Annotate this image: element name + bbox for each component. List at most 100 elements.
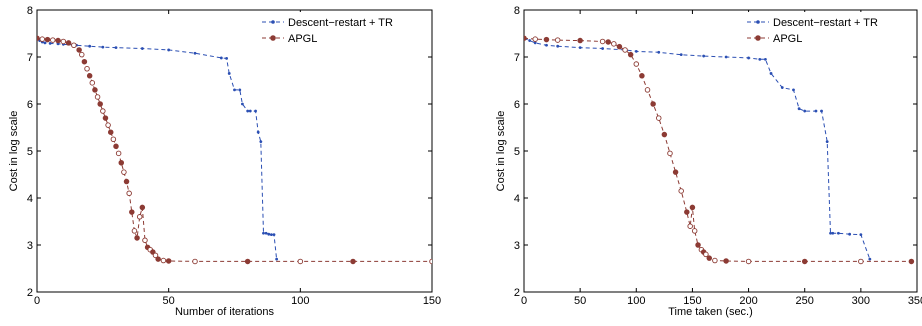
apgl-point — [712, 257, 718, 264]
descent-restart-tr-point — [803, 109, 807, 113]
descent-restart-tr-point — [254, 109, 257, 113]
apgl-point — [155, 256, 161, 262]
legend-box — [741, 12, 915, 48]
descent-restart-tr-point — [267, 232, 271, 236]
descent-restart-tr-point — [724, 55, 728, 59]
descent-restart-tr-point — [101, 45, 105, 49]
apgl-point — [599, 38, 606, 45]
descent-restart-tr-point — [114, 46, 118, 49]
apgl-point — [616, 43, 623, 50]
descent-restart-tr-point — [225, 57, 229, 60]
apgl-point — [858, 258, 864, 265]
apgl-point — [801, 258, 808, 265]
apgl-point — [192, 258, 198, 265]
apgl-point — [691, 228, 698, 234]
x-tick-label: 100 — [291, 295, 309, 307]
apgl-point — [678, 188, 684, 194]
apgl-point — [81, 58, 88, 65]
descent-restart-tr-point — [825, 140, 829, 144]
y-tick-label: 8 — [27, 5, 33, 17]
descent-restart-tr-point — [264, 231, 268, 235]
descent-restart-tr-point — [241, 102, 244, 106]
descent-restart-tr-point — [43, 41, 47, 45]
x-tick-label: 0 — [521, 295, 527, 307]
apgl-point — [37, 35, 40, 41]
x-tick-label: 350 — [908, 295, 922, 307]
descent-restart-tr-point — [256, 130, 260, 134]
apgl-point — [139, 204, 146, 211]
apgl-point — [667, 150, 673, 157]
descent-restart-tr-point — [275, 257, 279, 261]
apgl-point — [684, 209, 690, 215]
x-tick-label: 300 — [852, 295, 870, 307]
descent-restart-tr-point — [545, 43, 548, 47]
y-tick-label: 3 — [27, 240, 33, 252]
apgl-point — [689, 204, 696, 211]
y-tick-label: 5 — [514, 146, 520, 158]
legend-label: APGL — [773, 33, 802, 45]
x-tick-label: 150 — [683, 295, 701, 307]
legend: Descent−restart + TR APGL — [256, 12, 430, 48]
apgl-point — [650, 101, 656, 107]
descent-restart-tr-point — [829, 231, 832, 235]
apgl-point — [97, 101, 103, 107]
apgl-point — [639, 73, 645, 79]
y-tick-label: 4 — [514, 193, 520, 205]
apgl-point — [429, 258, 432, 265]
y-tick-label: 5 — [27, 146, 33, 158]
apgl-point — [622, 47, 628, 53]
apgl-point — [107, 129, 114, 135]
descent-restart-tr-point — [272, 233, 276, 237]
descent-restart-tr-point — [88, 44, 92, 48]
descent-restart-tr-point — [601, 47, 604, 50]
descent-restart-tr-point — [259, 140, 263, 144]
descent-restart-tr-point — [262, 231, 265, 235]
descent-restart-tr-point — [764, 57, 767, 61]
apgl-point — [126, 190, 132, 197]
apgl-point — [79, 51, 85, 58]
legend-swatch-marker — [271, 20, 275, 24]
apgl-point — [661, 131, 668, 138]
legend-label: APGL — [288, 33, 317, 45]
apgl-point — [633, 61, 640, 67]
apgl-point — [160, 257, 167, 264]
x-axis-label: Time taken (sec.) — [668, 306, 753, 318]
legend-label: Descent−restart + TR — [288, 17, 393, 29]
descent-restart-tr-point — [533, 41, 537, 45]
apgl-point — [136, 214, 143, 220]
legend-swatch-marker — [756, 20, 760, 24]
apgl-point — [644, 87, 651, 93]
apgl-point — [524, 35, 527, 41]
apgl-point — [532, 36, 538, 42]
x-tick-label: 50 — [163, 295, 175, 307]
y-tick-label: 4 — [27, 193, 33, 205]
legend: Descent−restart + TR APGL — [741, 12, 915, 48]
x-tick-label: 50 — [574, 295, 586, 307]
apgl-point — [703, 251, 709, 258]
descent-restart-tr-point — [797, 107, 801, 111]
apgl-point — [89, 80, 96, 86]
apgl-point — [55, 37, 61, 44]
plot-area — [524, 35, 915, 265]
apgl-point — [672, 169, 679, 175]
descent-restart-tr-point — [556, 44, 560, 48]
apgl-point — [129, 209, 135, 215]
descent-restart-tr-point — [248, 109, 252, 113]
apgl-point — [115, 150, 122, 157]
descent-restart-tr-point — [193, 51, 197, 55]
descent-restart-tr-point — [246, 109, 250, 113]
apgl-point — [908, 258, 915, 265]
plot-area — [37, 35, 432, 265]
descent-restart-tr-point — [238, 88, 242, 92]
apgl-point — [71, 42, 77, 49]
apgl-point — [123, 178, 130, 185]
apgl-point — [134, 235, 140, 241]
descent-restart-tr-point — [233, 88, 236, 92]
y-axis-label: Cost in log scale — [495, 111, 507, 192]
descent-restart-tr-point — [792, 88, 795, 92]
apgl-point — [543, 36, 550, 43]
x-tick-label: 150 — [423, 295, 441, 307]
y-tick-label: 6 — [27, 99, 33, 111]
descent-restart-tr-point — [859, 233, 863, 237]
apgl-point — [152, 252, 159, 259]
